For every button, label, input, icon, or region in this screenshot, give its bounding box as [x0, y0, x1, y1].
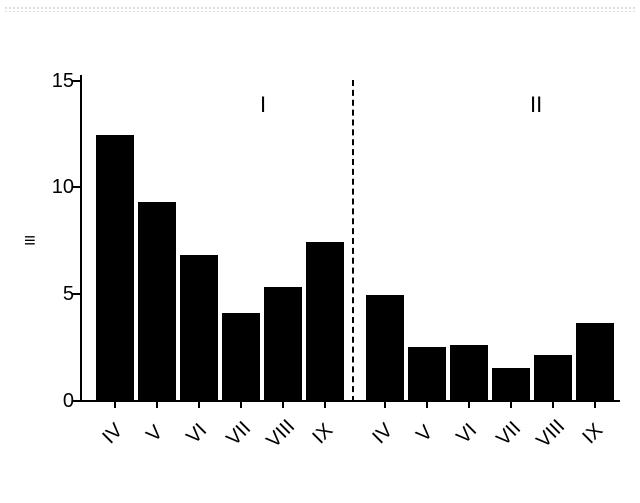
top-grain-line	[4, 6, 636, 12]
bar	[366, 295, 404, 400]
x-tick-mark	[552, 400, 554, 408]
x-tick-mark	[282, 400, 284, 408]
x-tick-label: VI	[452, 419, 482, 449]
chart-container: ≡ I II 15 10 5 0 IVVVIVIIVIIIIXIVVVIVIIV…	[0, 0, 640, 503]
bar	[222, 313, 260, 400]
y-tick-label: 0	[34, 390, 74, 413]
x-tick-label: IV	[98, 419, 128, 449]
x-tick-mark	[384, 400, 386, 408]
y-axis-symbol: ≡	[24, 230, 37, 253]
x-tick-mark	[426, 400, 428, 408]
bar	[96, 135, 134, 400]
bar	[492, 368, 530, 400]
x-tick-label: VII	[492, 417, 526, 451]
x-tick-label: VIII	[262, 415, 299, 452]
x-axis	[80, 400, 620, 402]
bar	[180, 255, 218, 400]
x-tick-label: IX	[578, 419, 608, 449]
panel-label-2: II	[530, 92, 542, 118]
y-tick-mark	[72, 400, 80, 402]
x-tick-mark	[198, 400, 200, 408]
y-tick-mark	[72, 293, 80, 295]
y-tick-mark	[72, 186, 80, 188]
x-tick-mark	[240, 400, 242, 408]
x-tick-label: VI	[182, 419, 212, 449]
bar	[306, 242, 344, 400]
bar	[576, 323, 614, 400]
bar	[264, 287, 302, 400]
y-tick-label: 10	[34, 176, 74, 199]
x-tick-mark	[510, 400, 512, 408]
x-tick-label: IV	[368, 419, 398, 449]
x-tick-label: VII	[222, 417, 256, 451]
x-tick-label: V	[412, 421, 438, 447]
y-axis	[80, 75, 82, 402]
y-tick-label: 15	[34, 70, 74, 93]
bar	[534, 355, 572, 400]
x-tick-mark	[114, 400, 116, 408]
y-tick-mark	[72, 80, 80, 82]
x-tick-label: VIII	[532, 415, 569, 452]
panel-divider	[352, 80, 354, 402]
bar	[138, 202, 176, 400]
panel-label-1: I	[260, 92, 266, 118]
bar	[408, 347, 446, 400]
x-tick-mark	[468, 400, 470, 408]
x-tick-mark	[156, 400, 158, 408]
x-tick-mark	[324, 400, 326, 408]
x-tick-label: V	[142, 421, 168, 447]
x-tick-mark	[594, 400, 596, 408]
bar	[450, 345, 488, 400]
y-tick-label: 5	[34, 283, 74, 306]
x-tick-label: IX	[308, 419, 338, 449]
